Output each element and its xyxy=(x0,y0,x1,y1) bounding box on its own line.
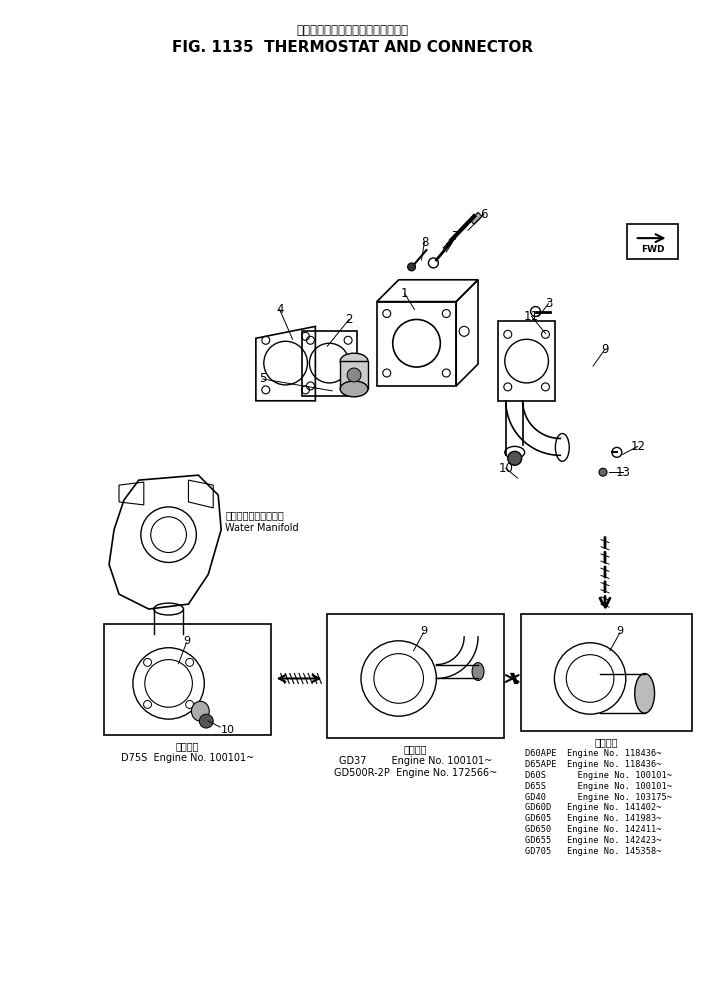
Text: 9: 9 xyxy=(183,636,190,646)
Bar xyxy=(340,361,368,389)
Text: 7: 7 xyxy=(452,229,460,242)
Text: Water Manifold: Water Manifold xyxy=(225,523,299,533)
Circle shape xyxy=(347,368,361,382)
Text: GD60D   Engine No. 141402~: GD60D Engine No. 141402~ xyxy=(525,803,661,812)
Text: GD37        Engine No. 100101~: GD37 Engine No. 100101~ xyxy=(339,756,492,765)
Circle shape xyxy=(408,263,415,271)
Circle shape xyxy=(508,451,522,465)
Text: 9: 9 xyxy=(616,626,623,636)
Text: 適用号番: 適用号番 xyxy=(595,737,618,747)
Ellipse shape xyxy=(472,663,484,680)
Text: 10: 10 xyxy=(498,462,513,475)
Text: D65S      Engine No. 100101~: D65S Engine No. 100101~ xyxy=(525,781,672,790)
Text: サーモスタット　および　コネクタ: サーモスタット および コネクタ xyxy=(296,24,408,37)
Text: GD705   Engine No. 145358~: GD705 Engine No. 145358~ xyxy=(525,847,661,856)
Text: 12: 12 xyxy=(630,440,645,453)
Circle shape xyxy=(200,714,213,728)
Text: GD655   Engine No. 142423~: GD655 Engine No. 142423~ xyxy=(525,836,661,846)
Bar xyxy=(627,225,678,259)
Text: 9: 9 xyxy=(420,626,427,636)
Text: 10: 10 xyxy=(221,725,235,735)
Text: 適用号番: 適用号番 xyxy=(175,741,200,751)
Text: D75S  Engine No. 100101~: D75S Engine No. 100101~ xyxy=(121,753,254,763)
Text: 2: 2 xyxy=(345,313,353,326)
Polygon shape xyxy=(470,213,482,225)
Text: FIG. 1135  THERMOSTAT AND CONNECTOR: FIG. 1135 THERMOSTAT AND CONNECTOR xyxy=(172,40,532,54)
Text: 9: 9 xyxy=(601,343,608,356)
Text: GD650   Engine No. 142411~: GD650 Engine No. 142411~ xyxy=(525,825,661,835)
Text: 適用号番: 適用号番 xyxy=(404,744,427,754)
Ellipse shape xyxy=(192,701,209,721)
Bar xyxy=(327,614,504,738)
Bar xyxy=(520,614,692,731)
Text: ウォータマニホールド: ウォータマニホールド xyxy=(225,510,284,520)
Text: GD500R-2P  Engine No. 172566~: GD500R-2P Engine No. 172566~ xyxy=(334,767,497,777)
Ellipse shape xyxy=(340,381,368,397)
Text: 8: 8 xyxy=(421,235,428,248)
Text: GD40      Engine No. 103175~: GD40 Engine No. 103175~ xyxy=(525,792,672,801)
Text: 1: 1 xyxy=(401,287,408,301)
Text: D60APE  Engine No. 118436~: D60APE Engine No. 118436~ xyxy=(525,749,661,758)
Text: 5: 5 xyxy=(259,373,266,386)
Bar xyxy=(104,624,271,735)
Text: D60S      Engine No. 100101~: D60S Engine No. 100101~ xyxy=(525,770,672,779)
Text: 3: 3 xyxy=(545,297,552,311)
Ellipse shape xyxy=(340,353,368,369)
Text: GD605   Engine No. 141983~: GD605 Engine No. 141983~ xyxy=(525,814,661,823)
Text: FWD: FWD xyxy=(641,245,665,254)
Circle shape xyxy=(599,468,607,476)
Text: 11: 11 xyxy=(524,310,539,323)
Text: 4: 4 xyxy=(276,303,283,316)
Text: D65APE  Engine No. 118436~: D65APE Engine No. 118436~ xyxy=(525,760,661,768)
Text: 6: 6 xyxy=(480,208,488,221)
Text: 13: 13 xyxy=(616,466,630,479)
Ellipse shape xyxy=(635,674,655,713)
